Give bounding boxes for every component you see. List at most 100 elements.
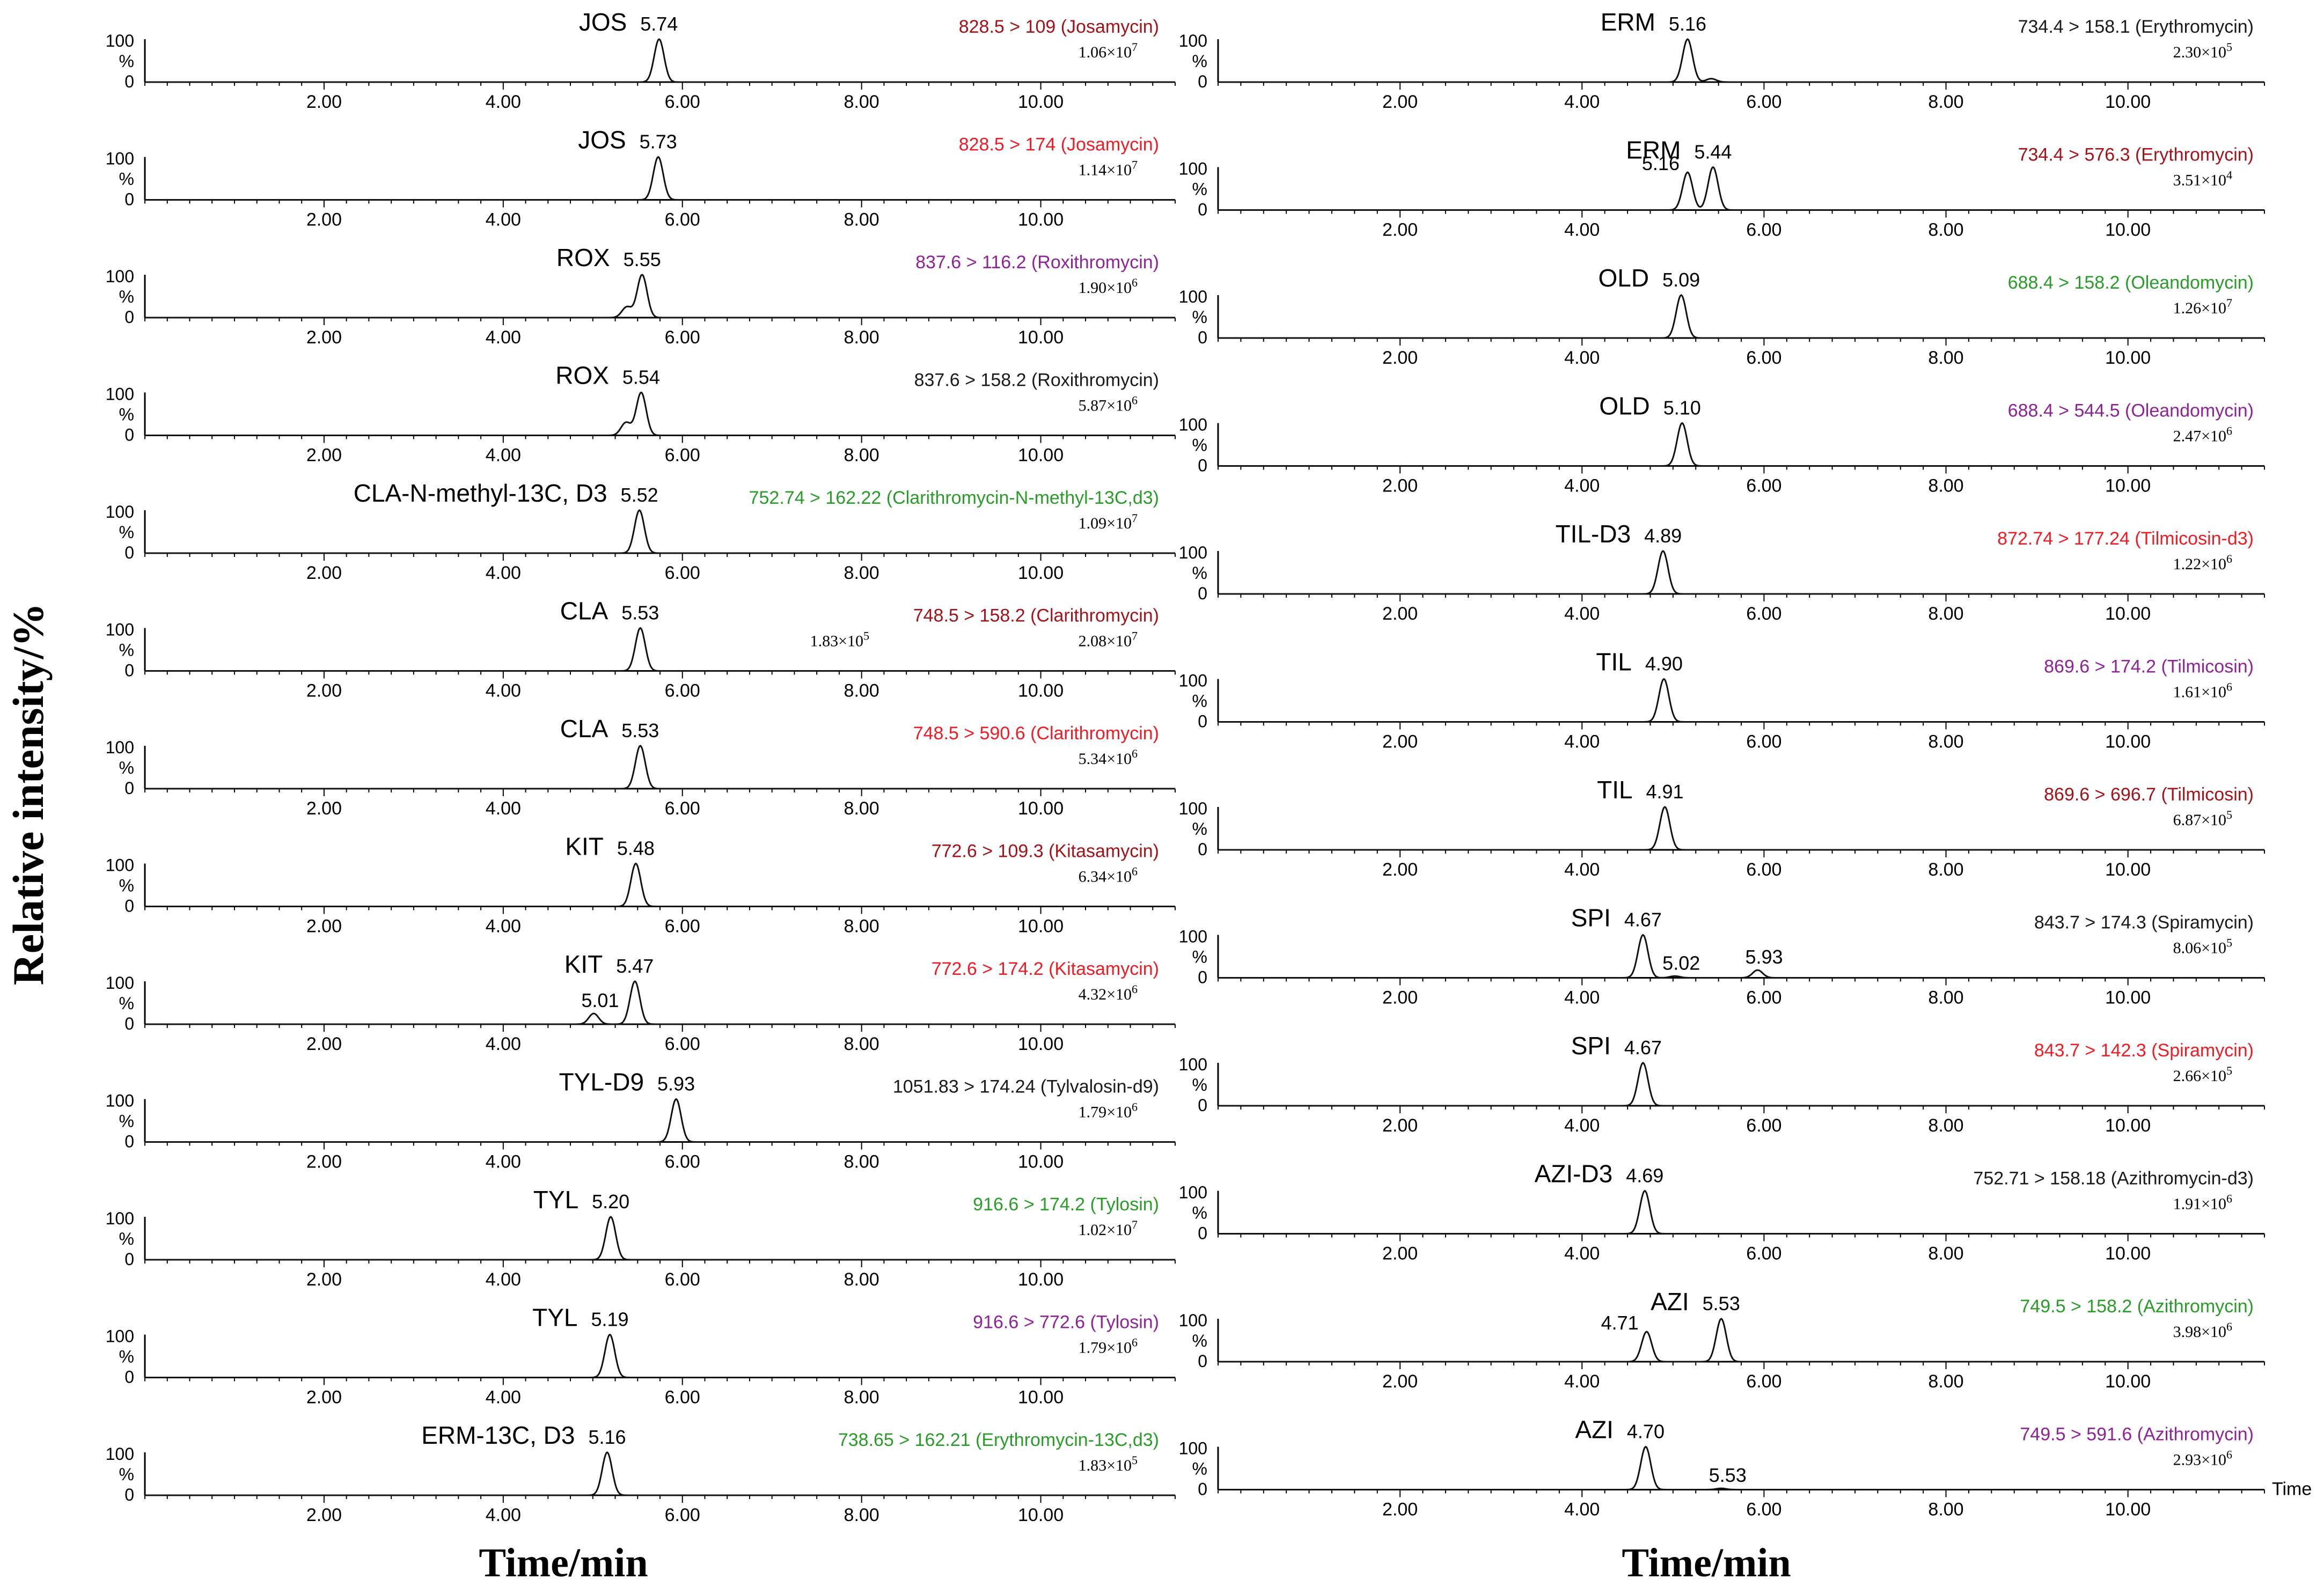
x-tick-label: 8.00: [844, 445, 879, 466]
peak-label: 5.53: [621, 719, 659, 741]
x-tick-label: 4.00: [486, 563, 521, 583]
y-tick-label: 0: [1198, 72, 1207, 91]
peak-intensity: 5.34×106: [1079, 747, 1138, 768]
x-tick-label: 10.00: [2105, 604, 2151, 624]
x-tick-label: 4.00: [1564, 220, 1600, 240]
peak-label: 5.55: [624, 248, 661, 270]
intensity-exponent: 6: [2226, 1320, 2232, 1333]
chromatogram-trace: [1218, 1189, 2264, 1235]
y-tick-label: 100: [1179, 1055, 1207, 1074]
x-tick-label: 6.00: [1746, 220, 1782, 240]
peak-intensity: 1.83×105: [1079, 1453, 1138, 1474]
mrm-transition-label: 828.5 > 174 (Josamycin): [959, 135, 1159, 155]
x-tick-label: 10.00: [2105, 1500, 2151, 1520]
x-tick-label: 2.00: [1382, 220, 1418, 240]
compound-label: SPI: [1571, 1032, 1611, 1060]
y-tick-label: 0: [124, 1250, 134, 1269]
x-tick-label: 10.00: [2105, 988, 2151, 1008]
x-tick-label: 8.00: [1928, 1500, 1963, 1520]
x-tick-label: 2.00: [306, 1505, 342, 1525]
x-tick-label: 10.00: [2105, 732, 2151, 752]
x-tick-label: 6.00: [665, 1152, 700, 1172]
chromatogram-trace: [1218, 1062, 2264, 1107]
x-tick-label: 8.00: [1928, 604, 1963, 624]
y-tick-label: 100: [106, 1327, 134, 1346]
peak-intensity: 3.51×104: [2173, 168, 2232, 189]
peak-label: 5.02: [1662, 952, 1700, 974]
peak-intensity: 1.26×107: [2173, 296, 2232, 317]
x-tick-label: 6.00: [665, 210, 700, 230]
chromatogram-panel: 100%0 2.00 4.00 6.00 8.00 10.00 4.67 SPI 843.7 >…: [1179, 1032, 2265, 1136]
x-tick-label: 10.00: [1018, 563, 1064, 583]
x-tick-label: 10.00: [1018, 92, 1064, 112]
intensity-exponent: 7: [1132, 1218, 1138, 1231]
chromatogram-trace: [145, 627, 1175, 672]
y-tick-label: 100: [1179, 287, 1207, 306]
chromatogram-trace: [145, 1451, 1175, 1496]
intensity-exponent: 6: [1132, 1336, 1138, 1349]
y-tick-label: 100: [106, 1444, 134, 1464]
mrm-transition-label: 748.5 > 158.2 (Clarithromycin): [913, 606, 1159, 626]
y-tick-label: %: [1192, 1331, 1207, 1350]
x-tick-label: 8.00: [1928, 1371, 1963, 1392]
y-tick-label: 100: [106, 502, 134, 521]
x-tick-label: 6.00: [1746, 860, 1782, 880]
mrm-transition-label: 1051.83 > 174.24 (Tylvalosin-d9): [893, 1077, 1159, 1097]
intensity-exponent: 5: [1132, 1453, 1138, 1467]
peak-label: 5.10: [1663, 397, 1701, 419]
x-tick-label: 2.00: [1382, 988, 1418, 1008]
y-tick-label: 0: [1198, 1480, 1207, 1499]
peak-label: 5.20: [592, 1191, 629, 1213]
x-tick-label: 6.00: [665, 1505, 700, 1525]
mrm-transition-label: 738.65 > 162.21 (Erythromycin-13C,d3): [838, 1430, 1159, 1450]
compound-label: TIL: [1596, 648, 1631, 676]
chromatogram-trace: [1218, 806, 2264, 851]
peak-label: 5.53: [621, 602, 659, 624]
x-tick-label: 6.00: [1746, 1500, 1782, 1520]
peak-label: 4.90: [1645, 653, 1683, 675]
x-tick-label: 8.00: [844, 1034, 879, 1054]
y-tick-label: %: [119, 287, 134, 306]
compound-label: AZI: [1575, 1416, 1614, 1444]
chromatogram-panel: 100%0 2.00 4.00 6.00 8.00 10.00 5.93 TYL-D9 1051…: [106, 1068, 1176, 1172]
peak-intensity: 2.66×105: [2173, 1064, 2232, 1085]
chromatogram-trace: [145, 38, 1175, 83]
peak-intensity: 1.79×106: [1079, 1336, 1138, 1357]
peak-intensity: 1.06×107: [1079, 40, 1138, 61]
chromatogram-trace: [145, 509, 1175, 554]
x-tick-label: 6.00: [665, 798, 700, 819]
mrm-transition-label: 828.5 > 109 (Josamycin): [959, 17, 1159, 37]
peak-label: 5.53: [1709, 1464, 1747, 1486]
chromatogram-trace: [1218, 550, 2264, 595]
peak-label: 5.16: [1669, 13, 1706, 35]
peak-label: 5.16: [1642, 152, 1680, 174]
chromatogram-trace: [145, 1216, 1175, 1261]
chromatogram-panel: 100%0 2.00 4.00 6.00 8.00 10.00 5.10 OLD 688.4 >…: [1179, 392, 2265, 496]
x-tick-label: 4.00: [486, 92, 521, 112]
x-tick-label: 8.00: [844, 92, 879, 112]
peak-intensity-secondary: 1.83×105: [810, 629, 869, 650]
y-tick-label: %: [119, 1229, 134, 1248]
x-tick-label: 10.00: [1018, 681, 1064, 701]
x-tick-label: 8.00: [844, 681, 879, 701]
intensity-exponent: 6: [2226, 1192, 2232, 1206]
mrm-transition-label: 752.71 > 158.18 (Azithromycin-d3): [1973, 1169, 2254, 1189]
y-tick-label: 100: [1179, 927, 1207, 946]
peak-intensity: 2.47×106: [2173, 424, 2232, 445]
peak-label: 4.70: [1627, 1421, 1665, 1443]
chromatogram-panel: 100% 0 2.00 4.00 6.00 8.00 10.00 5.20 TYL 916.6 >…: [106, 1186, 1176, 1290]
chromatogram-panel: 100%0 2.00 4.00 6.00 8.00 10.00 4.89 TIL-D3 872.…: [1179, 520, 2265, 624]
intensity-exponent: 6: [2226, 1448, 2232, 1461]
x-tick-label: 6.00: [1746, 1115, 1782, 1136]
y-tick-label: 0: [124, 543, 134, 562]
intensity-exponent: 5: [2226, 1064, 2232, 1077]
y-tick-label: 100: [1179, 1439, 1207, 1458]
compound-label: AZI-D3: [1535, 1160, 1613, 1188]
x-tick-label: 4.00: [486, 1034, 521, 1054]
mrm-transition-label: 916.6 > 772.6 (Tylosin): [973, 1312, 1159, 1333]
y-tick-label: 100: [106, 267, 134, 286]
peak-intensity: 2.08×107: [1079, 629, 1138, 650]
chromatogram-trace: [1218, 166, 2264, 211]
chromatogram-panel: 100%0 2.00 4.00 6.00 8.00 10.00 5.16 ERM-13C, D…: [106, 1421, 1176, 1525]
